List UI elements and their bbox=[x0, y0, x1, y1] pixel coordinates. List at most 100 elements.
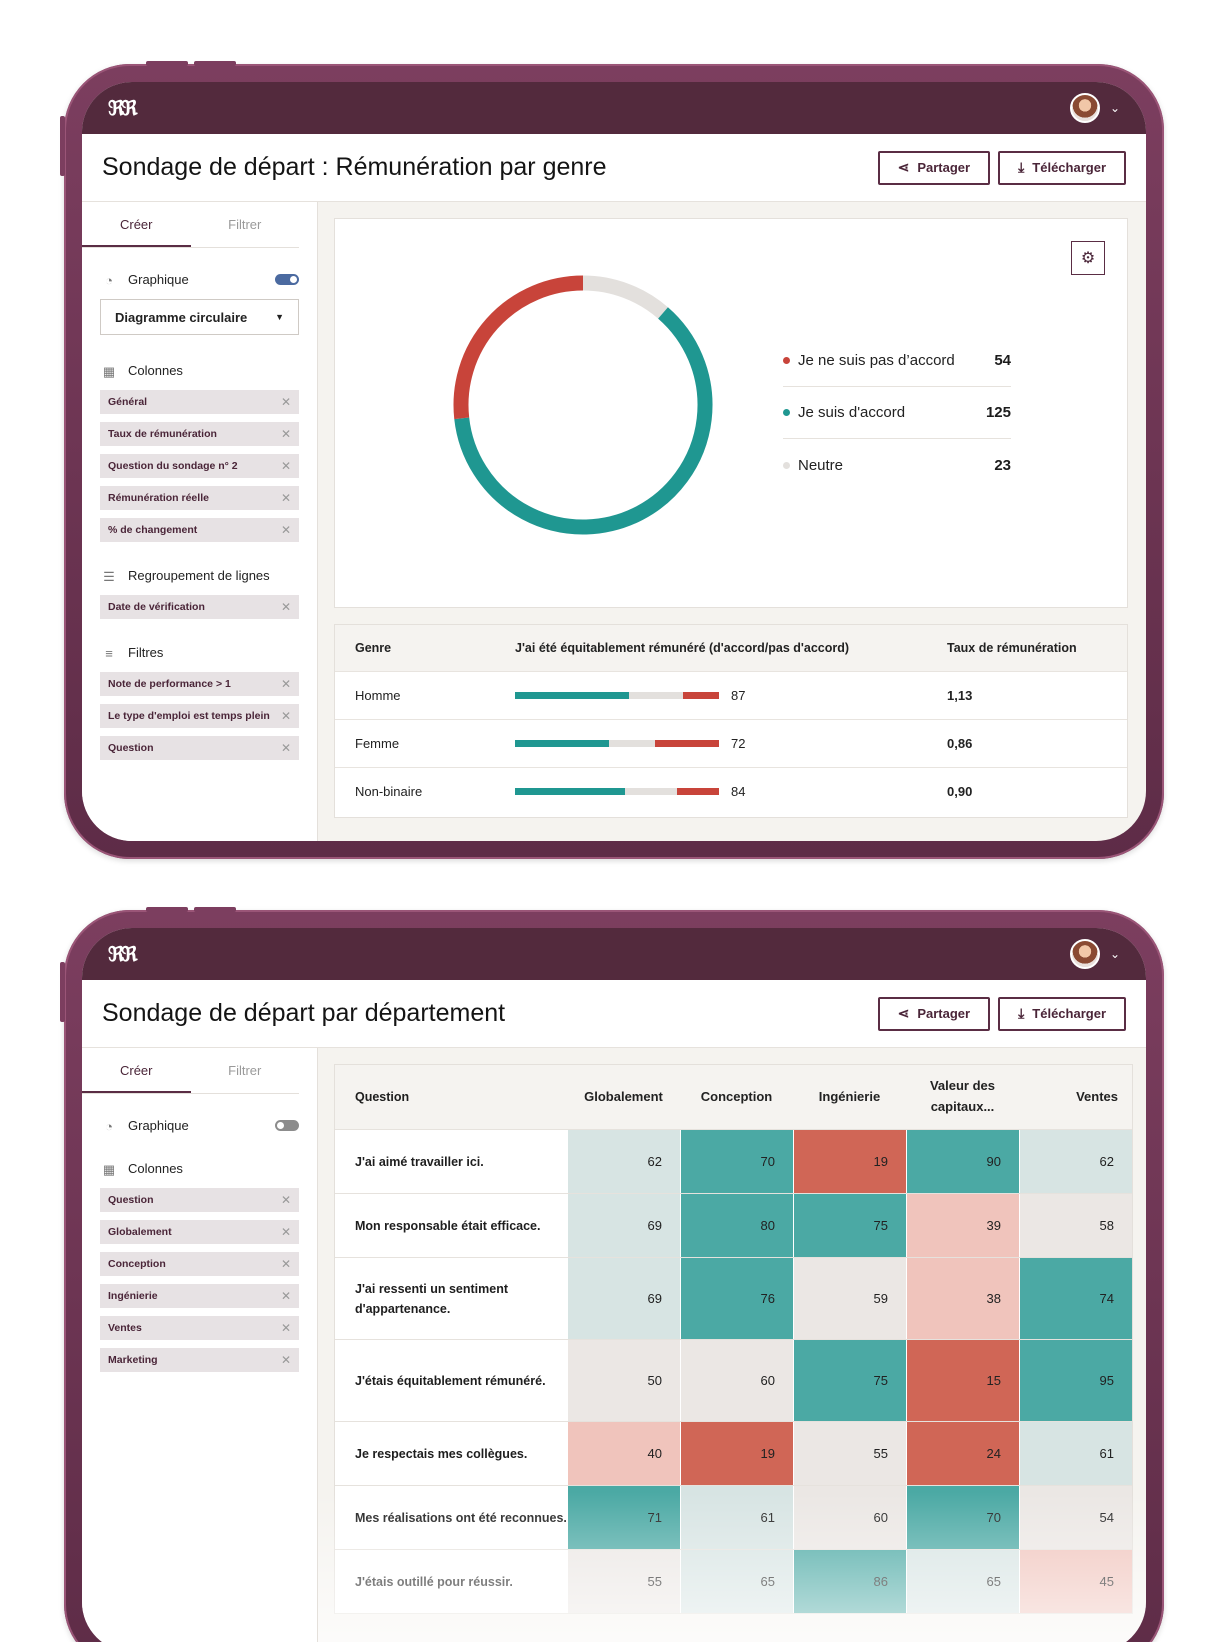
heatmap-cell[interactable]: 80 bbox=[680, 1194, 793, 1257]
heatmap-cell[interactable]: 38 bbox=[906, 1258, 1019, 1339]
heatmap-cell[interactable]: 95 bbox=[1019, 1340, 1132, 1421]
column-chip[interactable]: Conception ✕ bbox=[100, 1252, 299, 1276]
column-chip[interactable]: Question ✕ bbox=[100, 1188, 299, 1212]
table-row[interactable]: Non-binaire 84 0,90 bbox=[335, 767, 1127, 815]
heatmap-cell[interactable]: 62 bbox=[1019, 1130, 1132, 1193]
share-button[interactable]: ⋖ Partager bbox=[877, 996, 991, 1031]
heatmap-cell[interactable]: 76 bbox=[680, 1258, 793, 1339]
donut-slice-1[interactable] bbox=[454, 307, 713, 535]
close-icon[interactable]: ✕ bbox=[280, 600, 291, 614]
chevron-down-icon[interactable]: ⌄ bbox=[1109, 947, 1120, 961]
close-icon[interactable]: ✕ bbox=[280, 523, 291, 537]
avatar[interactable] bbox=[1069, 93, 1100, 123]
table-row[interactable]: J'ai aimé travailler ici. 62 70 19 90 62 bbox=[335, 1129, 1132, 1193]
heatmap-cell[interactable]: 19 bbox=[680, 1422, 793, 1485]
download-button[interactable]: ⤓ Télécharger bbox=[998, 150, 1126, 185]
chart-toggle[interactable] bbox=[275, 274, 299, 285]
column-chip[interactable]: Taux de rémunération ✕ bbox=[100, 422, 299, 446]
heatmap-cell[interactable]: 50 bbox=[567, 1340, 680, 1421]
heatmap-cell[interactable]: 45 bbox=[1019, 1550, 1132, 1613]
tab-filter[interactable]: Filtrer bbox=[228, 217, 262, 232]
column-header-engineering[interactable]: Ingénierie bbox=[818, 1088, 881, 1104]
heatmap-cell[interactable]: 74 bbox=[1019, 1258, 1132, 1339]
close-icon[interactable]: ✕ bbox=[280, 1353, 291, 1367]
heatmap-cell[interactable]: 69 bbox=[567, 1194, 680, 1257]
close-icon[interactable]: ✕ bbox=[280, 1289, 291, 1303]
heatmap-cell[interactable]: 75 bbox=[793, 1194, 906, 1257]
table-row[interactable]: Femme 72 0,86 bbox=[335, 719, 1127, 767]
heatmap-cell[interactable]: 90 bbox=[906, 1130, 1019, 1193]
heatmap-cell[interactable]: 59 bbox=[793, 1258, 906, 1339]
column-chip[interactable]: Note de performance > 1 ✕ bbox=[100, 672, 299, 696]
column-chip[interactable]: Question du sondage n° 2 ✕ bbox=[100, 454, 299, 478]
heatmap-cell[interactable]: 40 bbox=[567, 1422, 680, 1485]
column-chip[interactable]: Général ✕ bbox=[100, 390, 299, 414]
table-row[interactable]: Mon responsable était efficace. 69 80 75 39 5… bbox=[335, 1193, 1132, 1257]
column-chip[interactable]: Globalement ✕ bbox=[100, 1220, 299, 1244]
heatmap-cell[interactable]: 75 bbox=[793, 1340, 906, 1421]
column-chip[interactable]: Rémunération réelle ✕ bbox=[100, 486, 299, 510]
gear-icon[interactable]: ⚙ bbox=[1071, 241, 1105, 275]
heatmap-cell[interactable]: 55 bbox=[793, 1422, 906, 1485]
avatar[interactable] bbox=[1069, 939, 1100, 969]
heatmap-cell[interactable]: 61 bbox=[1019, 1422, 1132, 1485]
tab-filter[interactable]: Filtrer bbox=[228, 1063, 262, 1078]
table-row[interactable]: J'étais équitablement rémunéré. 50 60 75 15 9… bbox=[335, 1339, 1132, 1421]
close-icon[interactable]: ✕ bbox=[280, 741, 291, 755]
table-row[interactable]: Je respectais mes collègues. 40 19 55 24 61 bbox=[335, 1421, 1132, 1485]
column-chip[interactable]: Le type d'emploi est temps plein ✕ bbox=[100, 704, 299, 728]
column-header-question[interactable]: Question bbox=[355, 1090, 410, 1104]
column-chip[interactable]: % de changement ✕ bbox=[100, 518, 299, 542]
heatmap-cell[interactable]: 69 bbox=[567, 1258, 680, 1339]
column-chip[interactable]: Ventes ✕ bbox=[100, 1316, 299, 1340]
heatmap-cell[interactable]: 19 bbox=[793, 1130, 906, 1193]
heatmap-cell[interactable]: 60 bbox=[680, 1340, 793, 1421]
app-logo[interactable]: ℜℜ bbox=[108, 96, 138, 120]
table-row[interactable]: Homme 87 1,13 bbox=[335, 671, 1127, 719]
heatmap-cell[interactable]: 61 bbox=[680, 1486, 793, 1549]
heatmap-cell[interactable]: 70 bbox=[906, 1486, 1019, 1549]
heatmap-cell[interactable]: 71 bbox=[567, 1486, 680, 1549]
close-icon[interactable]: ✕ bbox=[280, 1193, 291, 1207]
heatmap-cell[interactable]: 58 bbox=[1019, 1194, 1132, 1257]
column-header-sales[interactable]: Ventes bbox=[1076, 1088, 1118, 1104]
column-chip[interactable]: Question ✕ bbox=[100, 736, 299, 760]
chart-toggle[interactable] bbox=[275, 1120, 299, 1131]
heatmap-cell[interactable]: 15 bbox=[906, 1340, 1019, 1421]
column-header-pay-rate[interactable]: Taux de rémunération bbox=[947, 641, 1077, 655]
column-chip[interactable]: Marketing ✕ bbox=[100, 1348, 299, 1372]
column-header-fair-pay[interactable]: J'ai été équitablement rémunéré (d'accor… bbox=[515, 641, 850, 655]
chart-type-select[interactable]: Diagramme circulaire ▼ bbox=[100, 299, 299, 335]
heatmap-cell[interactable]: 54 bbox=[1019, 1486, 1132, 1549]
share-button[interactable]: ⋖ Partager bbox=[877, 150, 991, 185]
table-row[interactable]: Mes réalisations ont été reconnues. 71 61 6… bbox=[335, 1485, 1132, 1549]
donut-slice-2[interactable] bbox=[582, 275, 668, 319]
close-icon[interactable]: ✕ bbox=[280, 427, 291, 441]
close-icon[interactable]: ✕ bbox=[280, 709, 291, 723]
user-menu[interactable]: ⌄ bbox=[1069, 939, 1120, 969]
column-header-design[interactable]: Conception bbox=[700, 1088, 773, 1104]
chevron-down-icon[interactable]: ⌄ bbox=[1109, 101, 1120, 115]
column-header-equity-value[interactable]: Valeur des capitaux... bbox=[929, 1078, 996, 1114]
tab-create[interactable]: Créer bbox=[82, 1048, 191, 1093]
column-chip[interactable]: Date de vérification ✕ bbox=[100, 595, 299, 619]
heatmap-cell[interactable]: 60 bbox=[793, 1486, 906, 1549]
heatmap-cell[interactable]: 65 bbox=[680, 1550, 793, 1613]
column-header-overall[interactable]: Globalement bbox=[584, 1088, 663, 1104]
close-icon[interactable]: ✕ bbox=[280, 395, 291, 409]
close-icon[interactable]: ✕ bbox=[280, 1225, 291, 1239]
heatmap-cell[interactable]: 62 bbox=[567, 1130, 680, 1193]
heatmap-cell[interactable]: 39 bbox=[906, 1194, 1019, 1257]
close-icon[interactable]: ✕ bbox=[280, 459, 291, 473]
column-header-genre[interactable]: Genre bbox=[355, 641, 392, 655]
download-button[interactable]: ⤓ Télécharger bbox=[998, 996, 1126, 1031]
table-row[interactable]: J'ai ressenti un sentiment d'appartenanc… bbox=[335, 1257, 1132, 1339]
column-chip[interactable]: Ingénierie ✕ bbox=[100, 1284, 299, 1308]
close-icon[interactable]: ✕ bbox=[280, 1321, 291, 1335]
table-row[interactable]: J'étais outillé pour réussir. 55 65 86 65 45 bbox=[335, 1549, 1132, 1613]
close-icon[interactable]: ✕ bbox=[280, 1257, 291, 1271]
tab-create[interactable]: Créer bbox=[82, 202, 191, 247]
close-icon[interactable]: ✕ bbox=[280, 491, 291, 505]
close-icon[interactable]: ✕ bbox=[280, 677, 291, 691]
user-menu[interactable]: ⌄ bbox=[1069, 93, 1120, 123]
